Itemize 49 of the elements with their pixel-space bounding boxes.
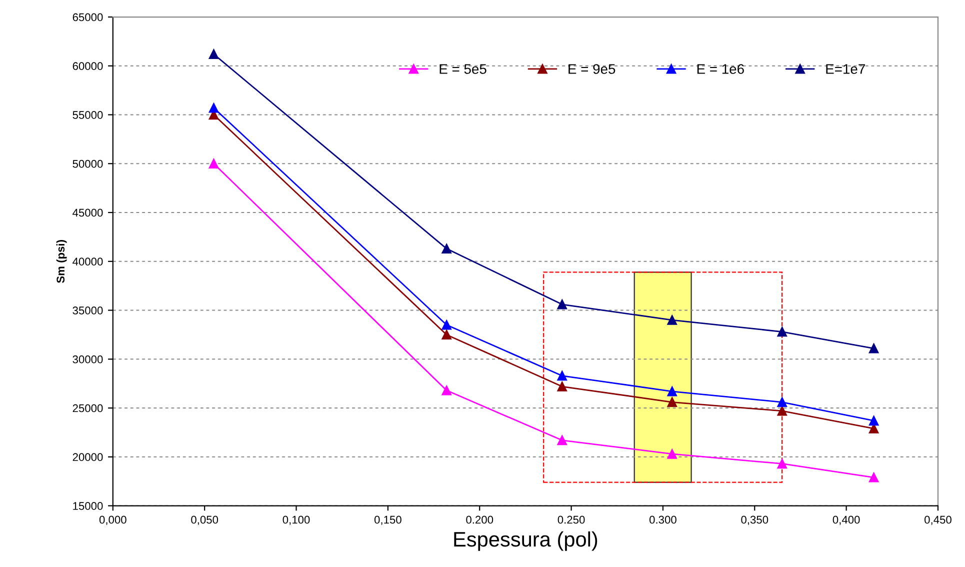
y-tick-label: 35000 [72,306,103,314]
y-tick-label: 50000 [72,160,103,168]
point [557,300,567,310]
x-tick-label: 0.300 [649,516,676,524]
point [777,397,787,408]
point [777,458,787,469]
y-tick-label: 40000 [72,258,103,266]
point [667,449,677,459]
x-tick-label: 0.200 [466,516,494,524]
point [442,330,452,340]
point [667,386,677,396]
y-tick-label: 45000 [72,208,103,217]
x-tick-label: 0,400 [832,516,860,525]
x-tick-label: 0,050 [191,516,218,525]
point [557,370,567,381]
point [868,472,879,482]
point [868,344,879,354]
x-tick-label: 0,100 [282,516,310,525]
point [667,397,677,408]
point [442,244,452,254]
x-tick-label: 0,350 [741,516,768,525]
x-tick-label: 0.250 [558,516,585,524]
point [777,406,787,416]
x-tick-label: 0,150 [374,516,402,525]
point [868,416,879,426]
y-axis-title: Sm (psi) [56,240,67,283]
point [557,435,567,446]
y-tick-label: 30000 [72,355,103,364]
point [208,158,219,168]
x-tick-label: 0,000 [99,516,126,525]
x-axis-title: Espessura (pol) [454,531,598,551]
y-tick-label: 60000 [72,62,103,70]
point [208,49,219,60]
point [442,320,452,330]
legend-label: E=1e7 [826,64,865,74]
point [557,382,567,392]
y-tick-label: 55000 [72,111,103,119]
y-tick-label: 65000 [72,13,103,22]
y-tick-label: 15000 [73,502,103,510]
legend-label: E = 1e6 [697,64,744,74]
x-tick-label: 0,450 [924,516,952,525]
legend-label: E = 9e5 [568,64,616,74]
point [777,326,787,337]
point [442,386,452,396]
y-tick-label: 25000 [72,404,103,412]
y-tick-label: 20000 [72,453,103,462]
point [667,315,677,325]
legend-label: E = 5e5 [440,64,486,74]
point [208,103,219,113]
